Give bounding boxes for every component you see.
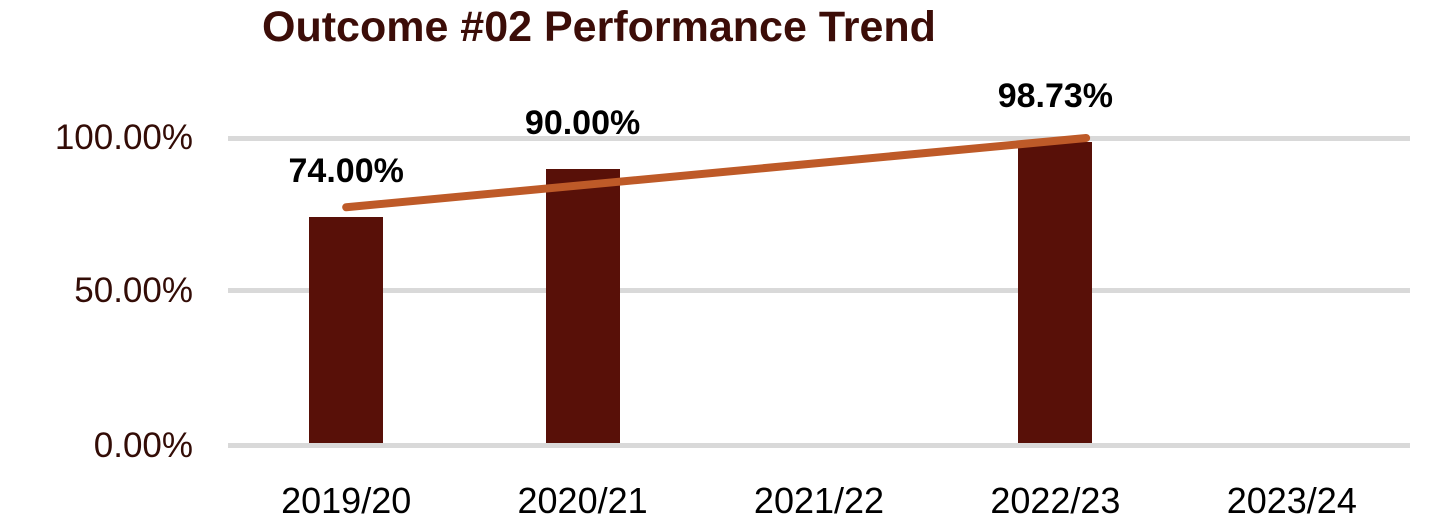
trendline-segment: [342, 134, 1091, 212]
bar-value-label: 74.00%: [288, 152, 404, 191]
y-axis-tick-label: 0.00%: [93, 425, 193, 465]
x-axis-label: 2021/22: [753, 480, 885, 521]
gridline: [228, 443, 1410, 448]
bar-2019-20: [309, 217, 384, 443]
x-axis-label: 2022/23: [990, 480, 1121, 521]
y-axis-tick-label: 50.00%: [74, 270, 193, 310]
gridline: [228, 135, 1410, 141]
gridline: [228, 288, 1410, 293]
bar-value-label: 98.73%: [997, 76, 1114, 115]
bar-value-label: 90.00%: [524, 103, 641, 142]
y-axis-tick-label: 100.00%: [54, 118, 193, 157]
bar-2022-23: [1018, 141, 1093, 443]
x-axis-label: 2020/21: [517, 480, 648, 521]
x-axis-label: 2019/20: [281, 480, 412, 521]
x-axis-label: 2023/24: [1226, 480, 1357, 521]
chart-title: Outcome #02 Performance Trend: [262, 3, 936, 51]
bar-2020-21: [545, 168, 620, 443]
